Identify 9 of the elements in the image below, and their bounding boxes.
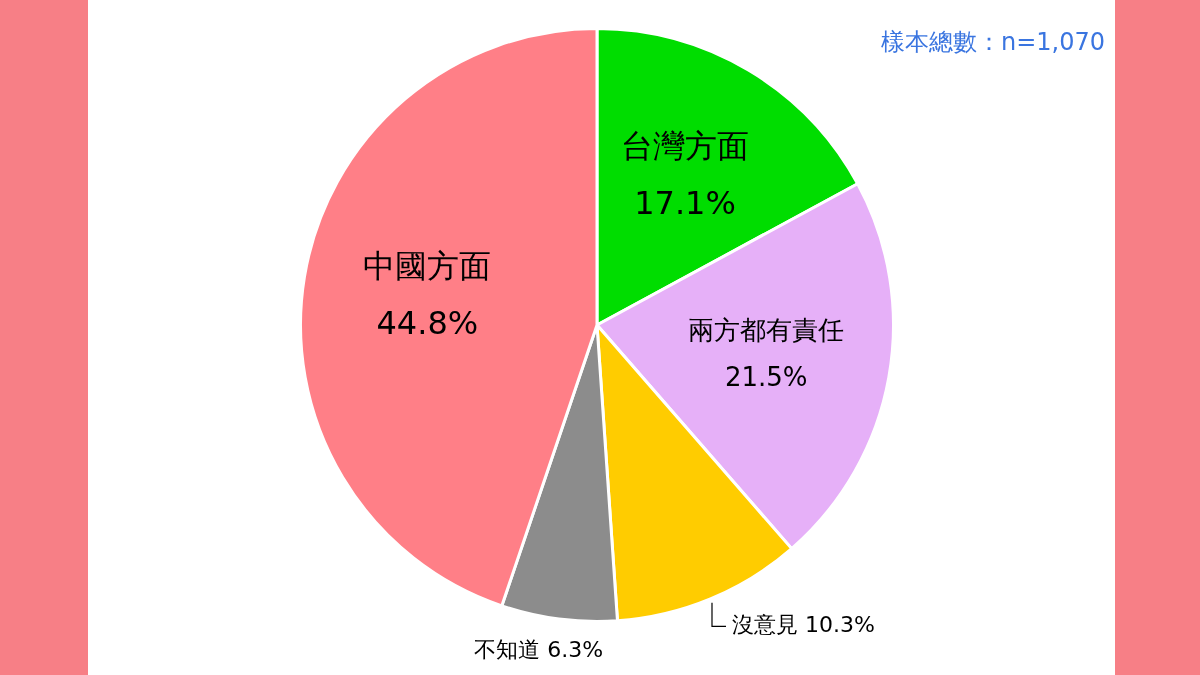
slice-label: 不知道 6.3% xyxy=(474,637,604,663)
text: 樣本總數：n=1,070 xyxy=(880,27,1105,58)
slice-label: 中國方面 xyxy=(363,246,492,285)
data-label: 21.5% xyxy=(724,361,808,392)
data-label: 44.8% xyxy=(376,304,479,343)
data-label: 17.1% xyxy=(634,184,736,223)
slice-label: 兩方都有責任 xyxy=(688,314,845,345)
slice-label: 台灣方面 xyxy=(621,126,749,165)
slice-label: 沒意見 10.3% xyxy=(732,612,875,638)
